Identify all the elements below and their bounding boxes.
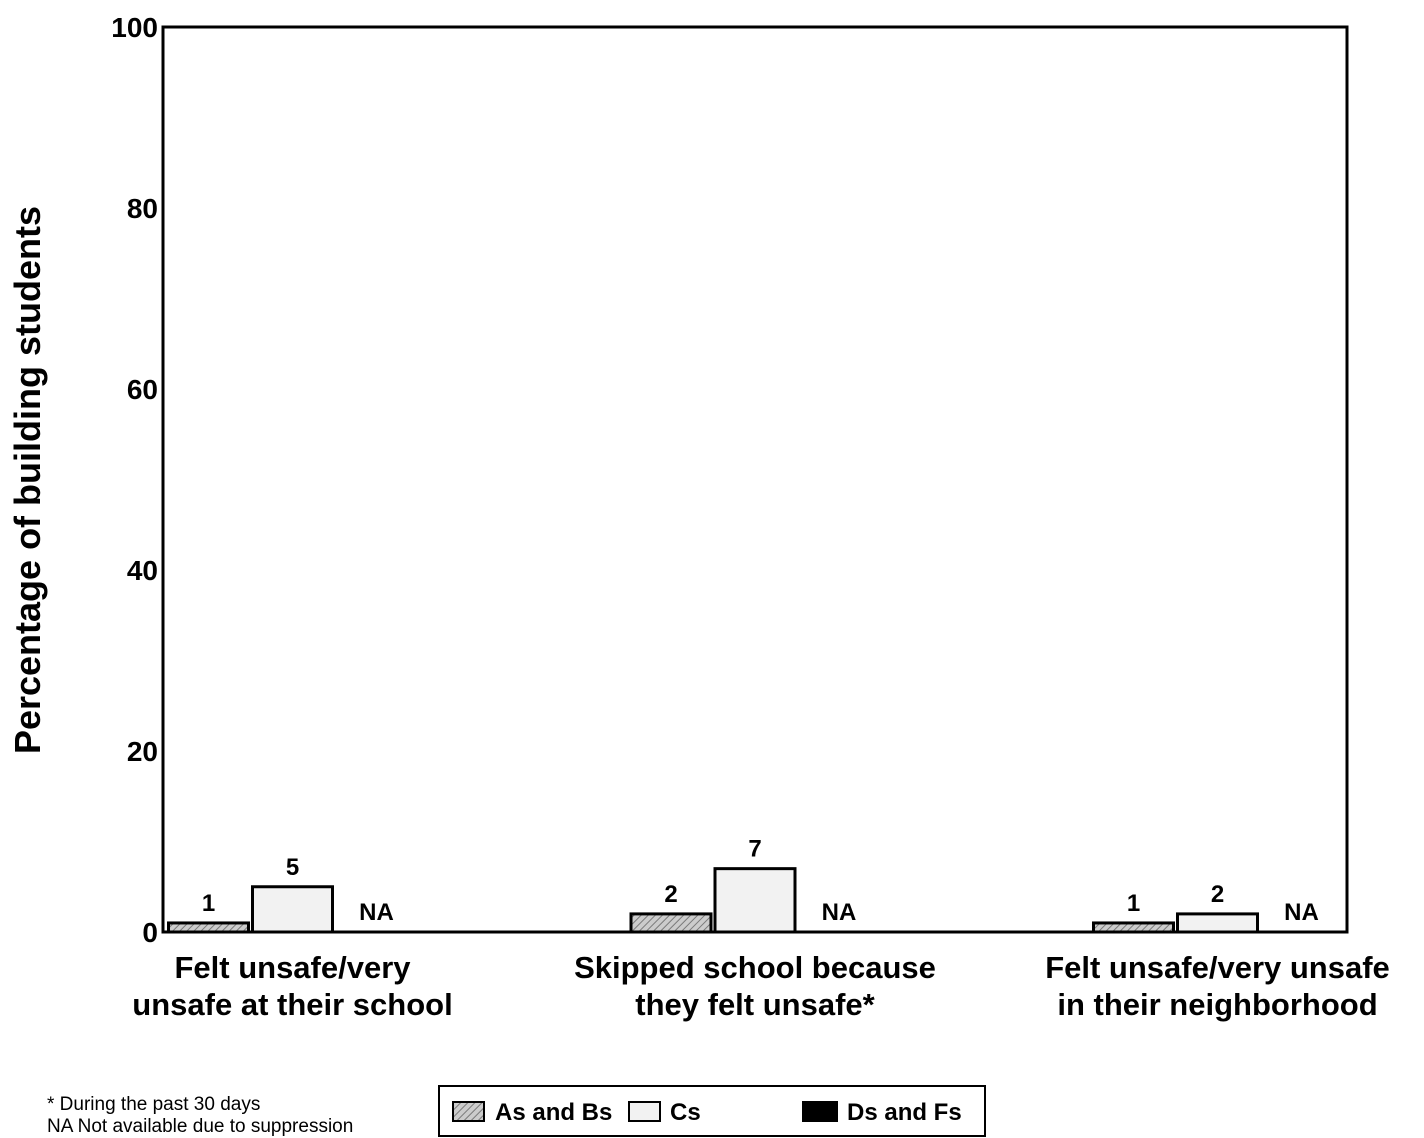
data-label-as-and-bs-1: 2 xyxy=(664,881,677,908)
data-label-cs-0: 5 xyxy=(286,854,299,881)
category-label-2-line-0: Felt unsafe/very unsafe xyxy=(1045,950,1390,985)
legend-label-as-and-bs: As and Bs xyxy=(495,1099,612,1126)
bar-cs-1 xyxy=(713,867,797,934)
legend-swatch-ds-and-fs xyxy=(802,1101,838,1122)
category-label-1-line-0: Skipped school because xyxy=(574,950,936,985)
data-label-ds-and-fs-1: NA xyxy=(822,899,857,926)
data-label-as-and-bs-2: 1 xyxy=(1127,890,1140,917)
category-label-1-line-1: they felt unsafe* xyxy=(635,987,875,1022)
data-labels: 1 5 NA 2 7 NA 1 2 NA xyxy=(202,836,1319,926)
category-label-2-line-1: in their neighborhood xyxy=(1057,987,1377,1022)
data-label-ds-and-fs-2: NA xyxy=(1284,899,1319,926)
footnote-not-available: NA Not available due to suppression xyxy=(47,1116,353,1137)
footnotes: * During the past 30 days NA Not availab… xyxy=(47,1094,353,1137)
data-label-ds-and-fs-0: NA xyxy=(359,899,394,926)
category-label-0-line-1: unsafe at their school xyxy=(132,987,452,1022)
legend-label-cs: Cs xyxy=(670,1099,701,1126)
data-label-as-and-bs-0: 1 xyxy=(202,890,215,917)
legend-swatch-as-and-bs xyxy=(452,1101,485,1122)
y-axis-ticks: 0 20 40 60 80 100 xyxy=(111,12,158,948)
bar-cs-2 xyxy=(1176,912,1259,934)
legend-label-ds-and-fs: Ds and Fs xyxy=(847,1099,962,1126)
y-tick-label-100: 100 xyxy=(111,12,158,43)
bar-as-and-bs-1 xyxy=(629,912,713,934)
y-axis-title: Percentage of building students xyxy=(7,206,48,754)
y-tick-label-80: 80 xyxy=(127,193,158,224)
data-label-cs-2: 2 xyxy=(1211,881,1224,908)
legend-swatch-cs xyxy=(628,1101,661,1122)
data-label-cs-1: 7 xyxy=(748,836,761,863)
legend: As and Bs Cs Ds and Fs xyxy=(438,1085,986,1137)
legend-items: As and Bs Cs Ds and Fs xyxy=(452,1099,962,1126)
y-tick-label-40: 40 xyxy=(127,555,158,586)
plot-frame xyxy=(161,25,1349,934)
bar-cs-0 xyxy=(251,885,334,934)
category-label-0-line-0: Felt unsafe/very xyxy=(174,950,411,985)
legend-box xyxy=(438,1085,986,1137)
footnote-past-30-days: * During the past 30 days xyxy=(47,1094,260,1115)
y-tick-label-60: 60 xyxy=(127,374,158,405)
y-tick-label-0: 0 xyxy=(142,917,158,948)
bars-layer xyxy=(167,867,1259,934)
y-tick-label-20: 20 xyxy=(127,736,158,767)
